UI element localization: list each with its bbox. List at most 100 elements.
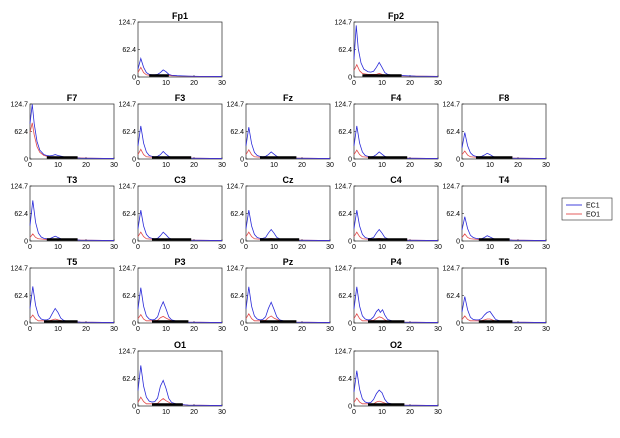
- x-tick-label: 10: [378, 162, 386, 169]
- panel-title: Cz: [283, 175, 294, 185]
- panel-fp2: Fp2 0 62.4 124.7 0 10 20 30: [334, 11, 442, 87]
- y-tick-label: 0: [24, 157, 28, 164]
- axes-box: [245, 103, 331, 160]
- x-tick-label: 0: [244, 162, 248, 169]
- panel-o1: O1 0 62.4 124.7 0 10 20 30: [118, 340, 226, 416]
- legend-label-ec1: EC1: [586, 203, 600, 210]
- axes-box: [245, 267, 331, 324]
- y-tick-label: 62.4: [122, 293, 136, 300]
- x-tick-label: 20: [514, 326, 522, 333]
- x-tick-label: 10: [162, 409, 170, 416]
- x-tick-label: 20: [406, 162, 414, 169]
- x-tick-label: 20: [190, 326, 198, 333]
- panel-f8: F8 0 62.4 124.7 0 10 20 30: [442, 93, 550, 169]
- y-tick-label: 0: [456, 239, 460, 246]
- x-tick-label: 20: [406, 80, 414, 87]
- panel-title: P4: [390, 257, 401, 267]
- x-tick-label: 10: [54, 162, 62, 169]
- panel-title: O1: [174, 340, 186, 350]
- y-tick-label: 0: [132, 75, 136, 82]
- x-tick-label: 0: [136, 409, 140, 416]
- y-tick-label: 62.4: [14, 211, 28, 218]
- y-tick-label: 124.7: [10, 102, 28, 109]
- x-tick-label: 30: [434, 244, 442, 251]
- y-tick-label: 62.4: [14, 293, 28, 300]
- y-tick-label: 0: [456, 157, 460, 164]
- x-tick-label: 10: [162, 244, 170, 251]
- axes-box: [137, 267, 223, 324]
- y-tick-label: 62.4: [446, 129, 460, 136]
- y-tick-label: 124.7: [442, 102, 460, 109]
- y-tick-label: 124.7: [118, 184, 136, 191]
- x-tick-label: 10: [378, 80, 386, 87]
- x-tick-label: 20: [406, 326, 414, 333]
- panel-title: F7: [67, 93, 78, 103]
- x-tick-label: 0: [352, 244, 356, 251]
- panel-title: C4: [390, 175, 402, 185]
- y-tick-label: 124.7: [10, 266, 28, 273]
- x-tick-label: 20: [82, 244, 90, 251]
- panel-title: Fp1: [172, 11, 188, 21]
- axes-box: [137, 103, 223, 160]
- y-tick-label: 0: [24, 321, 28, 328]
- axes-box: [353, 350, 439, 407]
- x-tick-label: 30: [218, 409, 226, 416]
- y-tick-label: 124.7: [442, 266, 460, 273]
- x-tick-label: 0: [352, 326, 356, 333]
- y-tick-label: 124.7: [334, 102, 352, 109]
- x-tick-label: 10: [270, 162, 278, 169]
- x-tick-label: 10: [378, 244, 386, 251]
- x-tick-label: 10: [378, 326, 386, 333]
- x-tick-label: 0: [136, 244, 140, 251]
- y-tick-label: 62.4: [338, 211, 352, 218]
- x-tick-label: 30: [434, 80, 442, 87]
- x-tick-label: 30: [326, 326, 334, 333]
- x-tick-label: 30: [326, 244, 334, 251]
- axes-box: [245, 185, 331, 242]
- panel-fz: Fz 0 62.4 124.7 0 10 20 30: [226, 93, 334, 169]
- x-tick-label: 20: [406, 244, 414, 251]
- panel-p4: P4 0 62.4 124.7 0 10 20 30: [334, 257, 442, 333]
- x-tick-label: 20: [406, 409, 414, 416]
- x-tick-label: 10: [270, 244, 278, 251]
- x-tick-label: 0: [352, 162, 356, 169]
- x-tick-label: 20: [298, 244, 306, 251]
- panel-title: T5: [67, 257, 78, 267]
- y-tick-label: 124.7: [118, 102, 136, 109]
- panel-title: F3: [175, 93, 186, 103]
- y-tick-label: 62.4: [338, 293, 352, 300]
- panel-f4: F4 0 62.4 124.7 0 10 20 30: [334, 93, 442, 169]
- y-tick-label: 124.7: [118, 349, 136, 356]
- y-tick-label: 124.7: [10, 184, 28, 191]
- x-tick-label: 30: [110, 162, 118, 169]
- axes-box: [461, 267, 547, 324]
- y-tick-label: 0: [132, 239, 136, 246]
- x-tick-label: 20: [82, 162, 90, 169]
- panel-title: T3: [67, 175, 78, 185]
- x-tick-label: 10: [54, 244, 62, 251]
- panel-title: Fp2: [388, 11, 404, 21]
- x-tick-label: 0: [460, 244, 464, 251]
- y-tick-label: 62.4: [338, 47, 352, 54]
- y-tick-label: 0: [348, 404, 352, 411]
- axes-box: [353, 103, 439, 160]
- axes-box: [29, 103, 115, 160]
- axes-box: [461, 185, 547, 242]
- y-tick-label: 62.4: [230, 211, 244, 218]
- x-tick-label: 0: [244, 326, 248, 333]
- axes-box: [29, 185, 115, 242]
- y-tick-label: 124.7: [334, 184, 352, 191]
- panel-title: Pz: [283, 257, 294, 267]
- x-tick-label: 0: [352, 80, 356, 87]
- panel-t4: T4 0 62.4 124.7 0 10 20 30: [442, 175, 550, 251]
- y-tick-label: 0: [348, 321, 352, 328]
- x-tick-label: 30: [218, 244, 226, 251]
- panel-title: F4: [391, 93, 402, 103]
- y-tick-label: 0: [348, 157, 352, 164]
- x-tick-label: 30: [434, 326, 442, 333]
- x-tick-label: 0: [136, 162, 140, 169]
- y-tick-label: 62.4: [446, 293, 460, 300]
- panel-o2: O2 0 62.4 124.7 0 10 20 30: [334, 340, 442, 416]
- panel-pz: Pz 0 62.4 124.7 0 10 20 30: [226, 257, 334, 333]
